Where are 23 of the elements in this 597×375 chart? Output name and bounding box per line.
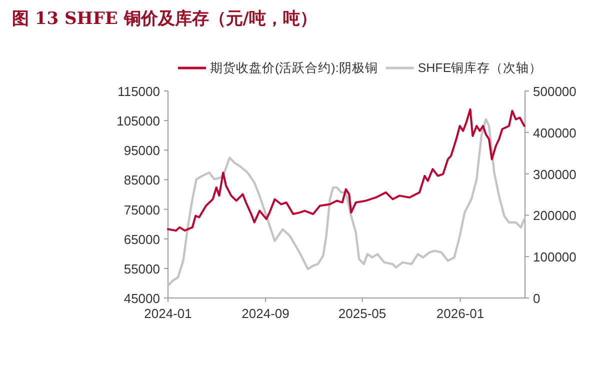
y2-tick-label: 100000 [533, 250, 576, 265]
y-tick-label: 95000 [124, 143, 160, 158]
y2-tick-label: 500000 [533, 84, 576, 99]
y2-tick-label: 0 [533, 291, 540, 306]
y2-tick-label: 300000 [533, 166, 576, 182]
x-tick-label: 2024-09 [242, 306, 290, 321]
x-tick-label: 2025-05 [338, 306, 386, 321]
chart-title: 图 13 SHFE 铜价及库存（元/吨，吨） [12, 9, 317, 29]
y-tick-label: 115000 [118, 84, 160, 99]
y-tick-label: 45000 [124, 291, 160, 306]
y-tick-label: 105000 [116, 114, 160, 129]
y-tick-label: 55000 [124, 261, 160, 276]
x-tick-label: 2024-01 [144, 306, 192, 321]
y2-tick-label: 400000 [533, 125, 576, 140]
y-tick-label: 65000 [124, 232, 160, 247]
x-tick-label: 2026-01 [436, 306, 484, 321]
legend-label: SHFE铜库存（次轴） [418, 61, 542, 75]
y2-tick-label: 200000 [533, 208, 576, 224]
y-tick-label: 75000 [124, 202, 160, 218]
line-series [167, 108, 526, 232]
legend-label: 期货收盘价(活跃合约):阴极铜 [210, 61, 378, 75]
line-series [166, 118, 526, 287]
y-tick-label: 85000 [124, 172, 160, 188]
